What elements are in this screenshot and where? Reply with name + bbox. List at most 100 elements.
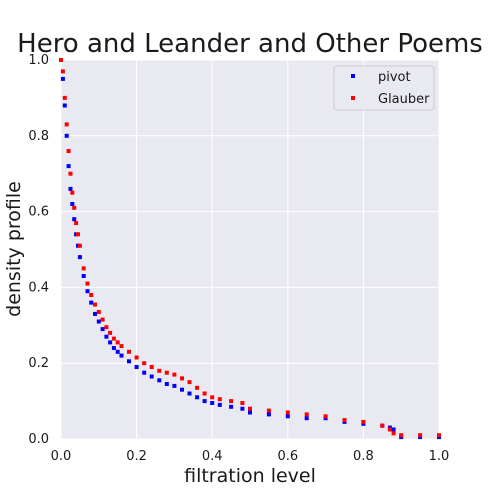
data-point-pivot [86, 289, 90, 293]
data-point-pivot [240, 407, 244, 411]
x-tick-label: 0.4 [202, 449, 223, 464]
data-point-pivot [112, 346, 116, 350]
data-point-glauber [388, 428, 392, 432]
x-tick-label: 1.0 [429, 449, 450, 464]
legend-marker-glauber [351, 96, 355, 100]
legend-label-glauber: Glauber [378, 92, 430, 107]
data-point-glauber [324, 414, 328, 418]
x-tick-label: 0.0 [51, 449, 72, 464]
data-point-pivot [165, 382, 169, 386]
data-point-glauber [203, 392, 207, 396]
data-point-glauber [112, 337, 116, 341]
data-point-glauber [392, 431, 396, 435]
data-point-glauber [67, 149, 71, 153]
data-point-glauber [150, 365, 154, 369]
data-point-glauber [286, 411, 290, 415]
data-point-pivot [67, 164, 71, 168]
data-point-glauber [437, 433, 441, 437]
data-point-pivot [135, 365, 139, 369]
data-point-pivot [82, 274, 86, 278]
data-point-pivot [267, 412, 271, 416]
data-point-pivot [65, 134, 69, 138]
data-point-pivot [104, 335, 108, 339]
data-point-glauber [418, 433, 422, 437]
data-point-pivot [188, 392, 192, 396]
data-point-glauber [188, 380, 192, 384]
data-point-pivot [218, 403, 222, 407]
data-point-pivot [142, 371, 146, 375]
data-point-glauber [210, 395, 214, 399]
data-point-glauber [61, 69, 65, 73]
data-point-glauber [218, 397, 222, 401]
data-point-pivot [61, 77, 65, 81]
data-point-glauber [69, 172, 73, 176]
data-point-glauber [180, 376, 184, 380]
data-point-glauber [399, 433, 403, 437]
data-point-glauber [240, 401, 244, 405]
data-point-pivot [89, 301, 93, 305]
data-point-glauber [172, 373, 176, 377]
data-point-pivot [286, 414, 290, 418]
data-point-glauber [116, 340, 120, 344]
data-point-pivot [78, 255, 82, 259]
data-point-glauber [70, 191, 74, 195]
data-point-pivot [305, 416, 309, 420]
y-tick-label: 0.8 [28, 129, 49, 144]
plot-area [61, 60, 439, 439]
data-point-glauber [76, 232, 80, 236]
x-tick-label: 0.2 [126, 449, 147, 464]
data-point-glauber [86, 282, 90, 286]
data-point-glauber [65, 122, 69, 126]
chart-title: Hero and Leander and Other Poems [17, 29, 483, 59]
data-point-glauber [63, 96, 67, 100]
data-point-pivot [157, 378, 161, 382]
data-point-pivot [180, 388, 184, 392]
data-point-pivot [203, 399, 207, 403]
legend-label-pivot: pivot [378, 70, 411, 85]
data-point-glauber [59, 58, 63, 62]
y-tick-label: 0.2 [28, 356, 49, 371]
data-point-pivot [248, 411, 252, 415]
data-point-pivot [150, 375, 154, 379]
y-tick-label: 0.0 [28, 432, 49, 447]
data-point-glauber [72, 206, 76, 210]
data-point-pivot [210, 401, 214, 405]
data-point-glauber [82, 266, 86, 270]
x-tick-label: 0.6 [277, 449, 298, 464]
x-tick-labels: 0.0 0.2 0.4 0.6 0.8 1.0 [51, 449, 450, 464]
data-point-glauber [267, 409, 271, 413]
data-point-glauber [361, 420, 365, 424]
data-point-glauber [78, 244, 82, 248]
data-point-glauber [165, 371, 169, 375]
data-point-pivot [127, 359, 131, 363]
data-point-pivot [172, 384, 176, 388]
data-point-glauber [120, 344, 124, 348]
data-point-glauber [97, 310, 101, 314]
data-point-glauber [142, 361, 146, 365]
data-point-glauber [89, 293, 93, 297]
data-point-glauber [157, 369, 161, 373]
y-tick-labels: 0.0 0.2 0.4 0.6 0.8 1.0 [28, 53, 49, 447]
y-tick-label: 1.0 [28, 53, 49, 68]
data-point-pivot [97, 320, 101, 324]
data-point-glauber [127, 350, 131, 354]
data-point-glauber [305, 412, 309, 416]
data-point-pivot [195, 395, 199, 399]
data-point-glauber [248, 407, 252, 411]
data-point-pivot [63, 104, 67, 108]
data-point-glauber [93, 303, 97, 307]
data-point-pivot [392, 428, 396, 432]
data-point-pivot [70, 202, 74, 206]
y-axis-label: density profile [3, 181, 25, 317]
legend-marker-pivot [351, 74, 355, 78]
data-point-glauber [108, 331, 112, 335]
data-point-pivot [93, 312, 97, 316]
data-point-glauber [195, 386, 199, 390]
data-point-glauber [135, 356, 139, 360]
legend: pivot Glauber [334, 66, 434, 110]
y-tick-label: 0.4 [28, 280, 49, 295]
y-tick-label: 0.6 [28, 205, 49, 220]
data-point-pivot [229, 405, 233, 409]
